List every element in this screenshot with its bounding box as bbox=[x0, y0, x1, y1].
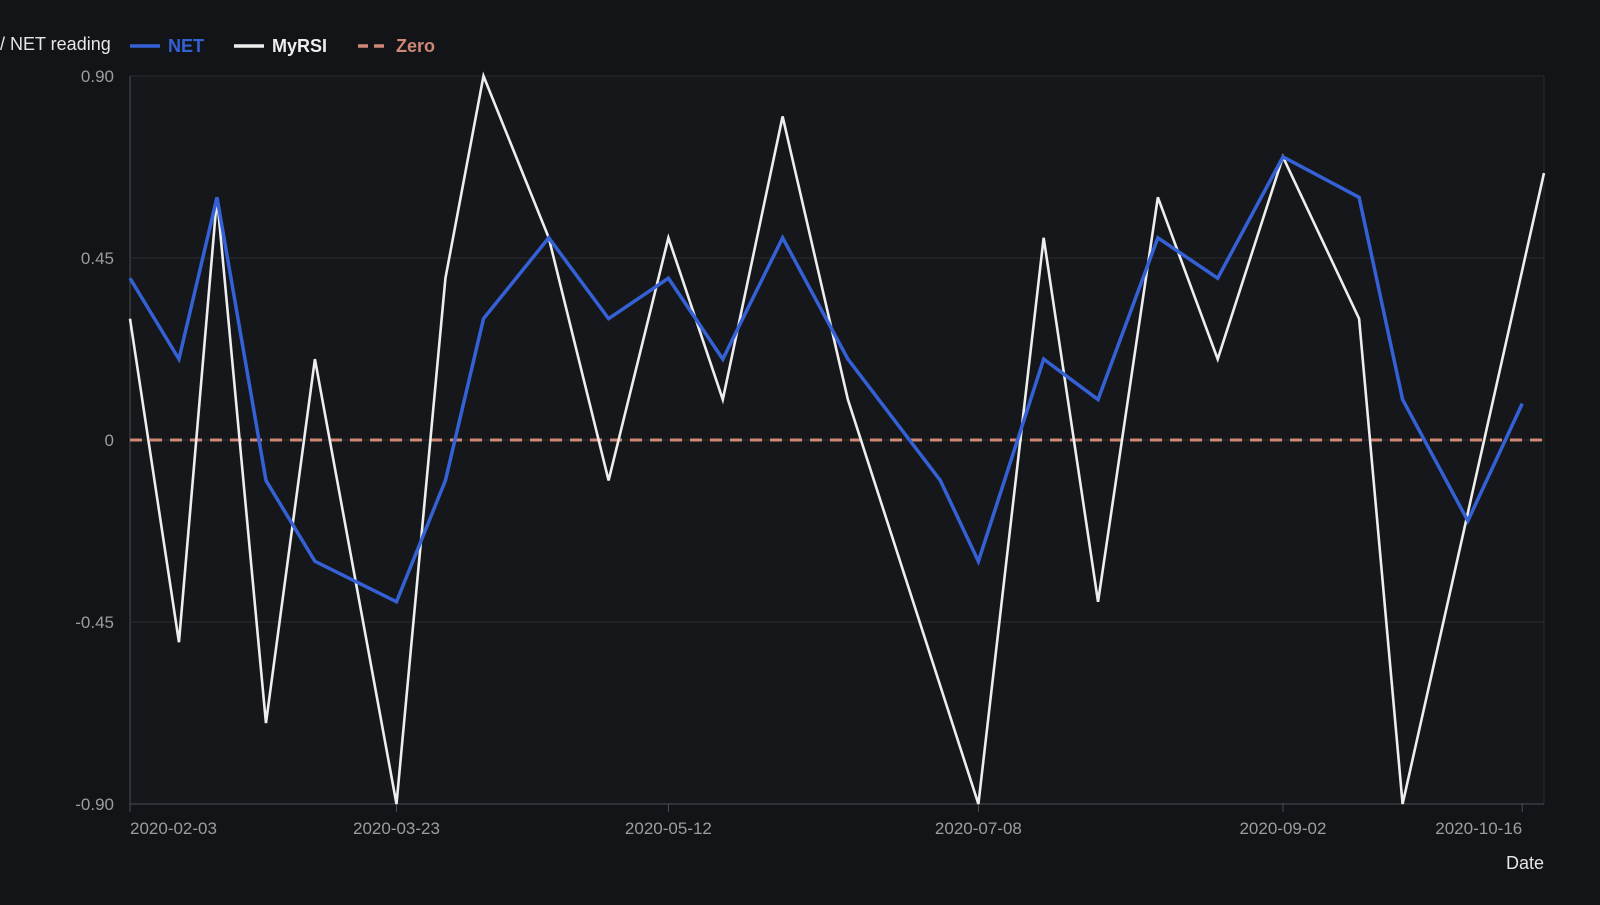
axes: 0.90 0.45 0 -0.45 -0.90 2020-02-03 2020-03-23 2… bbox=[75, 67, 1545, 838]
x-tick-label: 2020-03-23 bbox=[353, 819, 440, 838]
x-tick-label: 2020-10-16 bbox=[1435, 819, 1522, 838]
x-tick-label: 2020-02-03 bbox=[130, 819, 217, 838]
legend-label-zero: Zero bbox=[396, 36, 435, 56]
y-tick-label: 0 bbox=[105, 431, 114, 450]
y-tick-label: -0.90 bbox=[75, 795, 114, 814]
y-tick-label: 0.45 bbox=[81, 249, 114, 268]
legend-label-myrsi: MyRSI bbox=[272, 36, 327, 56]
x-axis-label: Date bbox=[1506, 853, 1544, 873]
legend-title: / NET reading bbox=[0, 34, 111, 54]
x-tick-label: 2020-05-12 bbox=[625, 819, 712, 838]
y-tick-label: -0.45 bbox=[75, 613, 114, 632]
y-tick-label: 0.90 bbox=[81, 67, 114, 86]
legend-label-net: NET bbox=[168, 36, 204, 56]
legend: / NET reading NET MyRSI Zero bbox=[0, 34, 435, 56]
x-tick-label: 2020-09-02 bbox=[1239, 819, 1326, 838]
series-lines bbox=[128, 71, 1546, 805]
x-tick-label: 2020-07-08 bbox=[935, 819, 1022, 838]
series-line-myrsi bbox=[128, 71, 1546, 805]
series-line-net bbox=[128, 154, 1524, 605]
